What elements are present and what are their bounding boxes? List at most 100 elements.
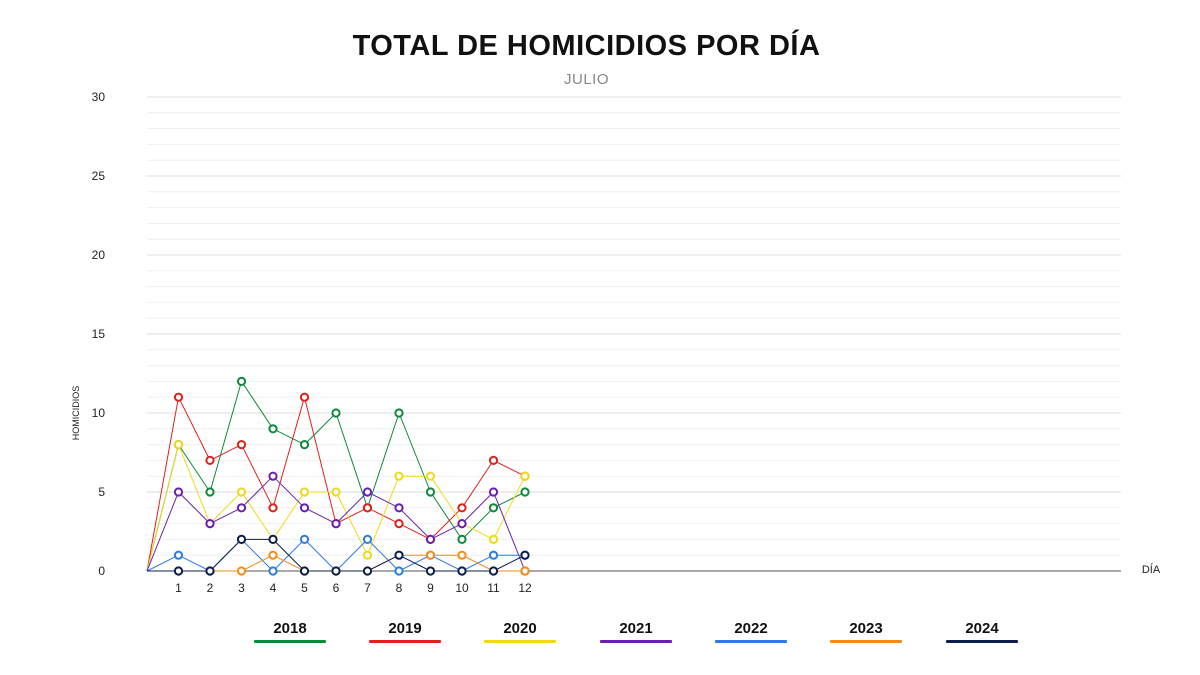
legend-swatch (369, 640, 441, 643)
data-point-2022 (268, 566, 278, 576)
data-point-2021 (457, 519, 467, 529)
legend-swatch (715, 640, 787, 643)
y-axis-label: HOMICIDIOS (71, 386, 81, 441)
data-point-2018 (331, 408, 341, 418)
data-point-2018 (394, 408, 404, 418)
data-point-2023 (520, 566, 530, 576)
data-point-2018 (299, 440, 310, 450)
x-tick-label: 3 (238, 581, 245, 595)
data-point-2019 (362, 503, 373, 513)
data-point-2023 (457, 550, 467, 560)
data-point-2019 (173, 392, 184, 402)
y-tick-label: 15 (92, 327, 106, 341)
legend-item-2018: 2018 (254, 620, 326, 643)
data-point-2024 (173, 566, 184, 576)
legend-label: 2019 (388, 620, 422, 637)
data-point-2018 (520, 487, 530, 497)
data-point-2018 (236, 376, 247, 386)
x-tick-label: 6 (333, 581, 340, 595)
data-point-2019 (457, 503, 467, 513)
data-point-2020 (236, 487, 247, 497)
legend-label: 2020 (503, 620, 537, 637)
y-tick-label: 25 (92, 169, 106, 183)
data-point-2018 (205, 487, 215, 497)
data-point-2024 (394, 550, 404, 560)
data-point-2024 (299, 566, 310, 576)
legend-label: 2023 (849, 620, 883, 637)
legend-swatch (484, 640, 556, 643)
data-point-2024 (205, 566, 215, 576)
data-point-2023 (268, 550, 278, 560)
data-point-2022 (394, 566, 404, 576)
y-tick-label: 20 (92, 248, 106, 262)
data-point-2022 (362, 534, 373, 545)
legend-swatch (946, 640, 1018, 643)
data-point-2020 (299, 487, 310, 497)
data-point-2024 (362, 566, 373, 576)
data-point-2020 (520, 471, 530, 481)
x-tick-label: 10 (455, 581, 469, 595)
data-point-2019 (205, 455, 215, 465)
data-point-2018 (425, 487, 436, 497)
data-point-2020 (394, 471, 404, 481)
data-point-2024 (236, 534, 247, 545)
data-point-2019 (488, 455, 499, 465)
legend-swatch (830, 640, 902, 643)
data-point-2018 (457, 534, 467, 545)
data-point-2019 (394, 519, 404, 529)
data-point-2024 (268, 534, 278, 545)
data-point-2019 (268, 503, 278, 513)
data-point-2020 (488, 534, 499, 545)
legend-item-2019: 2019 (369, 620, 441, 643)
y-tick-label: 30 (92, 90, 106, 104)
data-point-2020 (425, 471, 436, 481)
data-point-2021 (425, 534, 436, 545)
data-point-2021 (488, 487, 499, 497)
x-tick-label: 5 (301, 581, 308, 595)
legend-item-2023: 2023 (830, 620, 902, 643)
data-point-2024 (331, 566, 341, 576)
chart-title: TOTAL DE HOMICIDIOS POR DÍA (352, 30, 821, 62)
data-point-2018 (268, 424, 278, 434)
data-point-2021 (173, 487, 184, 497)
x-axis-label: DÍA (1142, 563, 1161, 576)
legend-label: 2022 (734, 620, 768, 637)
x-tick-label: 11 (487, 581, 500, 595)
chart-legend: 2018 2019 2020 2021 2022 2023 2024 (240, 620, 1040, 644)
legend-label: 2021 (619, 620, 653, 637)
x-tick-label: 9 (427, 581, 434, 595)
legend-item-2022: 2022 (715, 620, 787, 643)
data-point-2021 (205, 519, 215, 529)
legend-swatch (600, 640, 672, 643)
legend-label: 2024 (965, 620, 999, 637)
data-point-2024 (488, 566, 499, 576)
chart-subtitle: JULIO (563, 71, 609, 88)
x-tick-label: 12 (518, 581, 532, 595)
y-tick-label: 10 (92, 406, 106, 420)
legend-item-2021: 2021 (600, 620, 672, 643)
data-point-2024 (457, 566, 467, 576)
data-point-2021 (362, 487, 373, 497)
data-point-2023 (236, 566, 247, 576)
x-tick-label: 4 (270, 581, 277, 595)
legend-swatch (254, 640, 326, 643)
legend-item-2020: 2020 (484, 620, 556, 643)
data-point-2021 (299, 503, 310, 513)
x-tick-label: 8 (396, 581, 403, 595)
x-tick-label: 2 (207, 581, 214, 595)
x-tick-label: 7 (364, 581, 371, 595)
data-point-2020 (173, 440, 184, 450)
data-point-2020 (362, 550, 373, 560)
data-point-2023 (425, 550, 436, 560)
data-point-2020 (331, 487, 341, 497)
data-point-2021 (331, 519, 341, 529)
data-point-2022 (488, 550, 499, 560)
x-tick-label: 1 (175, 581, 182, 595)
data-point-2021 (394, 503, 404, 513)
data-point-2019 (299, 392, 310, 402)
legend-item-2024: 2024 (946, 620, 1018, 643)
y-tick-label: 5 (98, 485, 105, 499)
data-point-2018 (488, 503, 499, 513)
legend-label: 2018 (273, 620, 307, 637)
